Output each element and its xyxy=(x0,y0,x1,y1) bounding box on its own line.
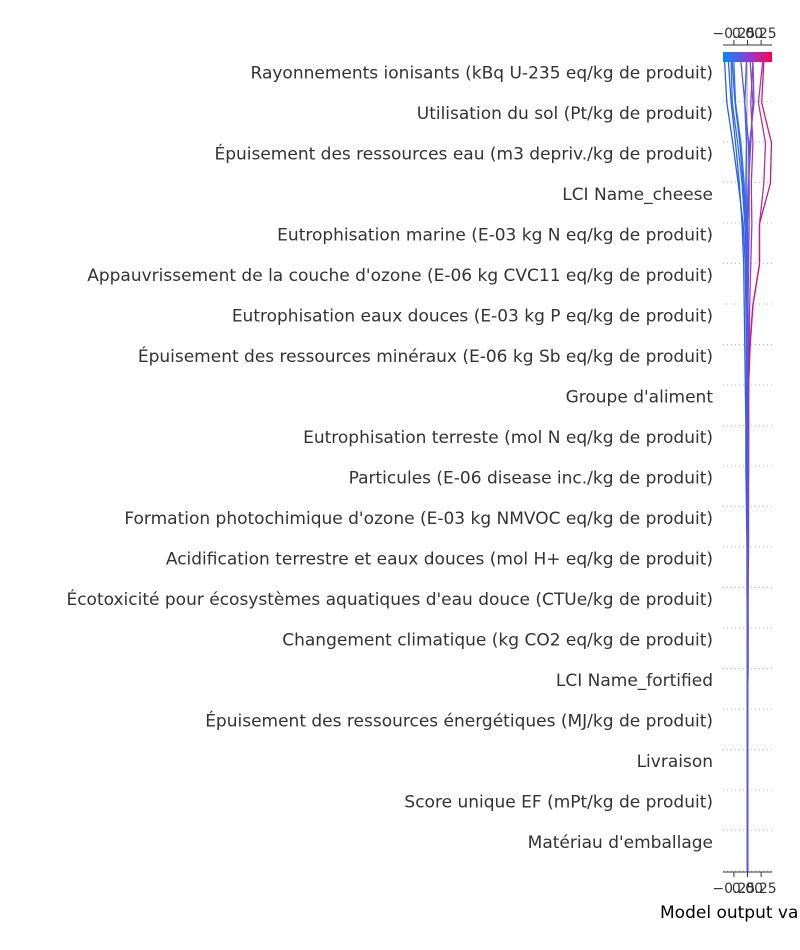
tick-label: −0.25 xyxy=(712,881,755,897)
feature-label: Particules (E-06 disease inc./kg de prod… xyxy=(349,468,713,488)
decision-lines xyxy=(723,61,773,872)
feature-label: Eutrophisation marine (E-03 kg N eq/kg d… xyxy=(277,225,713,245)
feature-label: Score unique EF (mPt/kg de produit) xyxy=(404,792,713,812)
feature-label: Épuisement des ressources minéraux (E-06… xyxy=(138,345,713,367)
tick-label: 0.25 xyxy=(746,26,777,42)
tick-label: 0.25 xyxy=(746,881,777,897)
feature-label: Groupe d'aliment xyxy=(566,387,714,407)
feature-label: Matériau d'emballage xyxy=(528,833,713,853)
colorbar xyxy=(723,52,772,62)
decision-line xyxy=(746,61,767,872)
feature-label: Épuisement des ressources eau (m3 depriv… xyxy=(214,142,713,164)
tick-label: 0.00 xyxy=(732,26,763,42)
top-axis-ticks: −0.250.000.25 xyxy=(712,26,777,45)
feature-label: Eutrophisation eaux douces (E-03 kg P eq… xyxy=(232,306,713,326)
tick-label: 0.00 xyxy=(732,881,763,897)
feature-label: LCI Name_cheese xyxy=(562,185,713,205)
feature-label: Changement climatique (kg CO2 eq/kg de p… xyxy=(282,630,713,650)
feature-label: Livraison xyxy=(637,752,713,772)
tick-label: −0.25 xyxy=(712,26,755,42)
x-axis-title: Model output value xyxy=(660,903,800,923)
feature-label: Écotoxicité pour écosystèmes aquatiques … xyxy=(66,588,713,610)
feature-label: Formation photochimique d'ozone (E-03 kg… xyxy=(124,509,713,529)
feature-label: Appauvrissement de la couche d'ozone (E-… xyxy=(87,266,713,286)
feature-labels: Rayonnements ionisants (kBq U-235 eq/kg … xyxy=(66,63,713,853)
feature-label: Rayonnements ionisants (kBq U-235 eq/kg … xyxy=(251,63,713,83)
feature-label: Épuisement des ressources énergétiques (… xyxy=(205,709,713,731)
feature-label: LCI Name_fortified xyxy=(556,671,713,691)
bottom-axis-ticks: −0.250.000.25 xyxy=(712,872,777,897)
feature-label: Eutrophisation terreste (mol N eq/kg de … xyxy=(303,428,713,448)
decision-line xyxy=(744,61,749,872)
feature-label: Acidification terrestre et eaux douces (… xyxy=(166,549,713,569)
feature-label: Utilisation du sol (Pt/kg de produit) xyxy=(417,104,713,124)
